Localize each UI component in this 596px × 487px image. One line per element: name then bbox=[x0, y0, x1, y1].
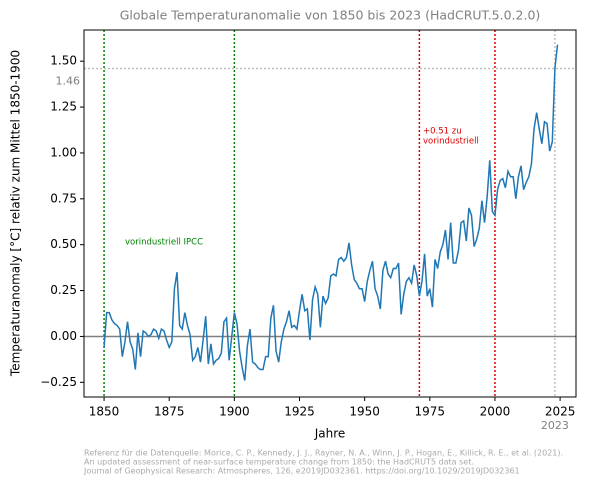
footnote: Referenz für die Datenquelle: Morice, C.… bbox=[84, 449, 563, 458]
y-axis-label: Temperaturanomaly [°C] relativ zum Mitte… bbox=[9, 50, 23, 377]
plot-frame bbox=[83, 29, 577, 398]
x-axis-label: Jahre bbox=[314, 427, 346, 441]
reference-label: 1.46 bbox=[56, 75, 81, 88]
footnote: Journal of Geophysical Research: Atmosph… bbox=[83, 467, 520, 476]
x-tick-label: 1925 bbox=[284, 405, 315, 419]
x-tick-label: 2000 bbox=[480, 405, 511, 419]
x-tick-label: 1950 bbox=[349, 405, 380, 419]
y-tick-label: 1.25 bbox=[50, 100, 77, 114]
y-tick-label: −0.25 bbox=[40, 375, 77, 389]
y-tick-label: 0.00 bbox=[50, 329, 77, 343]
y-tick-label: 0.25 bbox=[50, 283, 77, 297]
annotation: vorindustriell bbox=[423, 137, 479, 147]
x-tick-label: 1850 bbox=[89, 405, 120, 419]
x-tick-label: 1900 bbox=[219, 405, 250, 419]
y-tick-label: 0.75 bbox=[50, 191, 77, 205]
annotation: vorindustriell IPCC bbox=[125, 238, 203, 248]
chart-title: Globale Temperaturanomalie von 1850 bis … bbox=[120, 8, 541, 23]
y-tick-label: 1.00 bbox=[50, 145, 77, 159]
footnote: An updated assessment of near-surface te… bbox=[84, 458, 474, 467]
x-tick-label: 1975 bbox=[415, 405, 446, 419]
y-tick-label: 0.50 bbox=[50, 237, 77, 251]
data-line bbox=[103, 44, 559, 381]
y-tick-label: 1.50 bbox=[50, 54, 77, 68]
x-tick-label: 1875 bbox=[154, 405, 185, 419]
x-tick-label: 2025 bbox=[545, 405, 576, 419]
annotation: +0.51 zu bbox=[423, 127, 462, 137]
reference-label: 2023 bbox=[541, 419, 569, 432]
